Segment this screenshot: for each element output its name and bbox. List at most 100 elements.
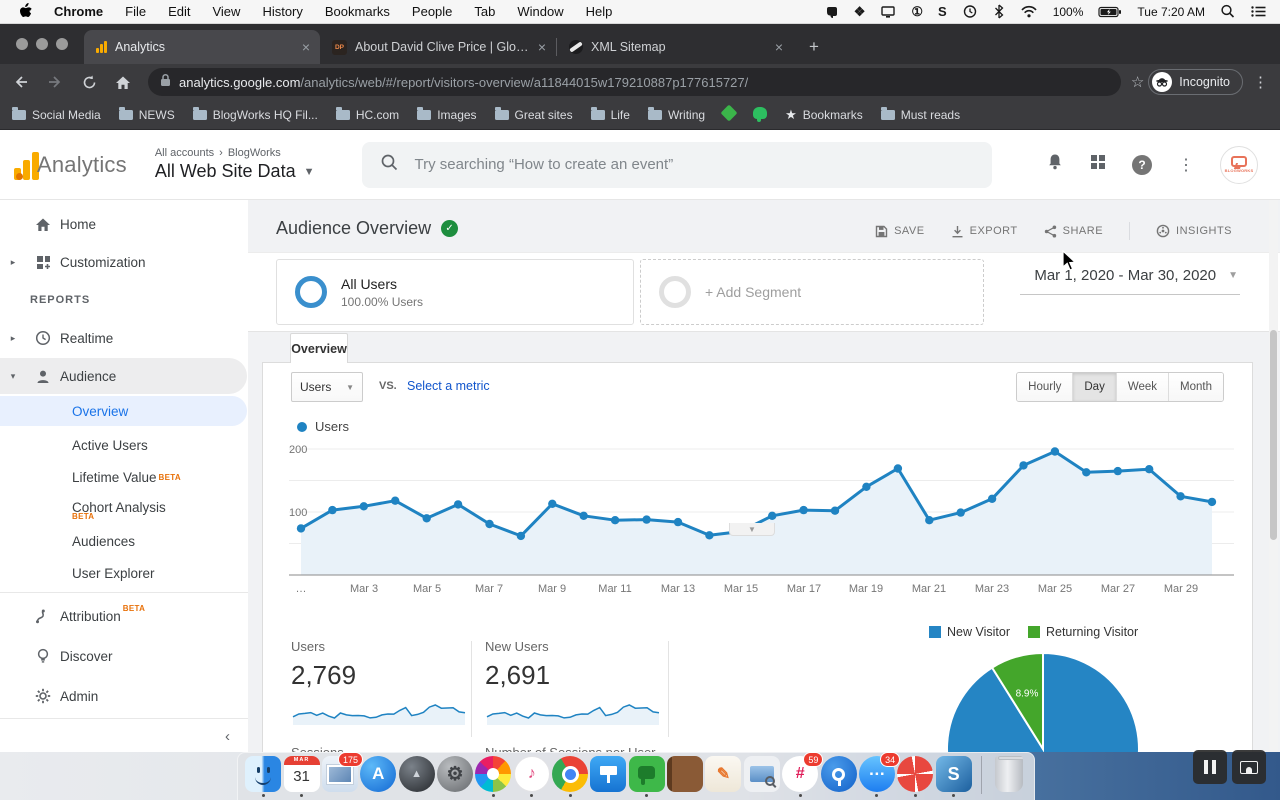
sidebar-item-attribution[interactable]: Attribution BETA bbox=[0, 598, 247, 634]
granularity-hourly[interactable]: Hourly bbox=[1017, 373, 1073, 401]
window-zoom-button[interactable] bbox=[56, 38, 68, 50]
displays-menu-icon[interactable] bbox=[880, 4, 896, 20]
help-icon[interactable]: ? bbox=[1132, 154, 1152, 175]
bluetooth-menu-icon[interactable] bbox=[993, 4, 1005, 20]
dock-launchpad-icon[interactable]: ▲ bbox=[398, 756, 435, 792]
dock-preview-icon[interactable] bbox=[743, 756, 780, 792]
search-input[interactable] bbox=[412, 155, 975, 174]
granularity-day[interactable]: Day bbox=[1072, 373, 1116, 401]
menu-bookmarks[interactable]: Bookmarks bbox=[324, 4, 390, 19]
dock-snagit-icon[interactable]: S bbox=[935, 756, 972, 797]
address-bar[interactable]: analytics.google.com/analytics/web/#/rep… bbox=[148, 68, 1121, 96]
lock-icon[interactable] bbox=[160, 73, 171, 92]
insights-button[interactable]: INSIGHTS bbox=[1156, 224, 1232, 238]
dock-calendar-icon[interactable]: MAR 31 bbox=[283, 756, 320, 797]
sidebar-item-lifetime-value[interactable]: Lifetime Value BETA bbox=[72, 469, 181, 485]
chrome-menu-icon[interactable]: ⋮ bbox=[1253, 74, 1268, 91]
notification-center-icon[interactable] bbox=[1250, 4, 1266, 20]
notifications-bell-icon[interactable] bbox=[1046, 152, 1064, 177]
tab-overview[interactable]: Overview bbox=[290, 333, 348, 363]
analytics-brand[interactable]: Analytics bbox=[37, 151, 127, 177]
page-scrollbar[interactable] bbox=[1269, 200, 1278, 752]
granularity-month[interactable]: Month bbox=[1168, 373, 1223, 401]
dock-trash-icon[interactable] bbox=[991, 756, 1027, 792]
dock-mail-icon[interactable]: 175 bbox=[321, 752, 364, 792]
menu-history[interactable]: History bbox=[262, 4, 303, 19]
tab-xml-sitemap[interactable]: XML Sitemap × bbox=[557, 30, 793, 64]
granularity-week[interactable]: Week bbox=[1115, 373, 1169, 401]
window-close-button[interactable] bbox=[16, 38, 28, 50]
legend-new-visitor[interactable]: New Visitor bbox=[929, 625, 1010, 639]
dock-chrome-icon[interactable] bbox=[552, 756, 589, 797]
share-button[interactable]: SHARE bbox=[1044, 225, 1103, 238]
sidebar-item-admin[interactable]: Admin bbox=[0, 678, 247, 714]
tab-close-icon[interactable]: × bbox=[301, 39, 310, 55]
scorecard-users[interactable]: Users 2,769 bbox=[291, 639, 466, 732]
sidebar-item-home[interactable]: Home bbox=[0, 206, 247, 242]
sidebar-item-discover[interactable]: Discover bbox=[0, 638, 247, 674]
dock-messages-icon[interactable]: … 34 bbox=[858, 752, 901, 797]
sidebar-item-audiences[interactable]: Audiences bbox=[72, 533, 136, 549]
menu-chrome[interactable]: Chrome bbox=[54, 4, 104, 19]
spotlight-icon[interactable] bbox=[1220, 4, 1235, 20]
dock-itunes-icon[interactable]: ♪ bbox=[513, 756, 550, 797]
ga-search-box[interactable] bbox=[362, 141, 993, 188]
segment-all-users[interactable]: All Users 100.00% Users bbox=[276, 259, 634, 325]
bookmark-folder-writing[interactable]: Writing bbox=[647, 106, 705, 122]
dock-system-preferences-icon[interactable]: ⚙ bbox=[436, 756, 473, 792]
dock-keynote-icon[interactable] bbox=[590, 756, 627, 792]
dock-pages-icon[interactable]: ✎ bbox=[705, 756, 742, 792]
bookmark-folder-must-reads[interactable]: Must reads bbox=[880, 106, 960, 122]
tab-close-icon[interactable]: × bbox=[537, 39, 546, 55]
apple-menu-icon[interactable] bbox=[18, 3, 32, 20]
bookmark-folder-images[interactable]: Images bbox=[417, 106, 477, 122]
evernote-menu-icon[interactable] bbox=[824, 4, 839, 20]
bookmark-folder-news[interactable]: NEWS bbox=[118, 106, 175, 122]
sidebar-item-cohort-analysis[interactable]: Cohort Analysis bbox=[72, 499, 166, 515]
dock-skitch-icon[interactable] bbox=[897, 756, 934, 797]
add-segment-button[interactable]: + Add Segment bbox=[640, 259, 984, 325]
dock-app-store-icon[interactable]: A bbox=[360, 756, 397, 792]
dock-notebook-icon[interactable] bbox=[667, 756, 704, 792]
dropbox-menu-icon[interactable]: ❖ bbox=[853, 3, 866, 19]
dock-slack-icon[interactable]: #59 bbox=[782, 752, 824, 797]
date-range-selector[interactable]: Mar 1, 2020 - Mar 30, 2020 ▼ bbox=[1020, 263, 1240, 295]
export-button[interactable]: EXPORT bbox=[951, 225, 1018, 238]
menu-people[interactable]: People bbox=[411, 4, 453, 19]
bookmark-star-icon[interactable]: ☆ bbox=[1130, 74, 1145, 91]
recording-pause-button[interactable] bbox=[1193, 750, 1227, 784]
scrollbar-thumb[interactable] bbox=[1270, 330, 1277, 540]
bookmark-folder-bookmarks[interactable]: ★ Bookmarks bbox=[785, 106, 863, 122]
dock-evernote-icon[interactable] bbox=[628, 756, 665, 797]
account-avatar[interactable]: BLOGWORKS bbox=[1220, 145, 1258, 184]
account-breadcrumb[interactable]: All accounts › BlogWorks bbox=[154, 147, 281, 159]
evernote-bookmark-icon[interactable] bbox=[753, 107, 768, 122]
users-line-chart[interactable]: 100 200 … Mar 3 Mar 5 Mar 7 Mar 9 Mar 11 Mar 13… bbox=[289, 439, 1257, 679]
sidebar-collapse-button[interactable]: ‹ bbox=[225, 728, 230, 745]
home-button[interactable] bbox=[110, 69, 136, 95]
bookmark-folder-hc-com[interactable]: HC.com bbox=[335, 106, 399, 122]
tab-analytics[interactable]: Analytics × bbox=[84, 30, 320, 64]
menu-help[interactable]: Help bbox=[585, 4, 613, 19]
menu-edit[interactable]: Edit bbox=[168, 4, 191, 19]
recording-camera-button[interactable] bbox=[1232, 750, 1266, 784]
bookmark-folder-blogworks-hq-fil[interactable]: BlogWorks HQ Fil... bbox=[192, 106, 318, 122]
bookmark-folder-life[interactable]: Life bbox=[590, 106, 630, 122]
scorecard-new-users[interactable]: New Users 2,691 bbox=[485, 639, 660, 732]
time-machine-menu-icon[interactable] bbox=[962, 4, 978, 20]
back-button[interactable] bbox=[8, 69, 34, 95]
sidebar-item-customization[interactable]: ▸ Customization bbox=[0, 244, 247, 280]
analytics-logo[interactable] bbox=[14, 150, 39, 180]
sidebar-item-overview[interactable]: Overview bbox=[0, 396, 247, 426]
legend-returning-visitor[interactable]: Returning Visitor bbox=[1027, 625, 1138, 639]
onepassword-menu-icon[interactable]: ① bbox=[911, 3, 924, 19]
select-metric-link[interactable]: Select a metric bbox=[407, 379, 490, 393]
menu-clock[interactable]: Tue 7:20 AM bbox=[1137, 4, 1205, 19]
web-clipper-icon[interactable] bbox=[720, 104, 738, 122]
save-button[interactable]: SAVE bbox=[875, 225, 925, 238]
sidebar-item-realtime[interactable]: ▸ Realtime bbox=[0, 320, 247, 356]
reload-button[interactable] bbox=[76, 69, 102, 95]
skitch-menu-icon[interactable]: S bbox=[938, 4, 947, 19]
sidebar-item-active-users[interactable]: Active Users bbox=[72, 437, 148, 453]
more-options-icon[interactable]: ⋮ bbox=[1178, 156, 1194, 174]
